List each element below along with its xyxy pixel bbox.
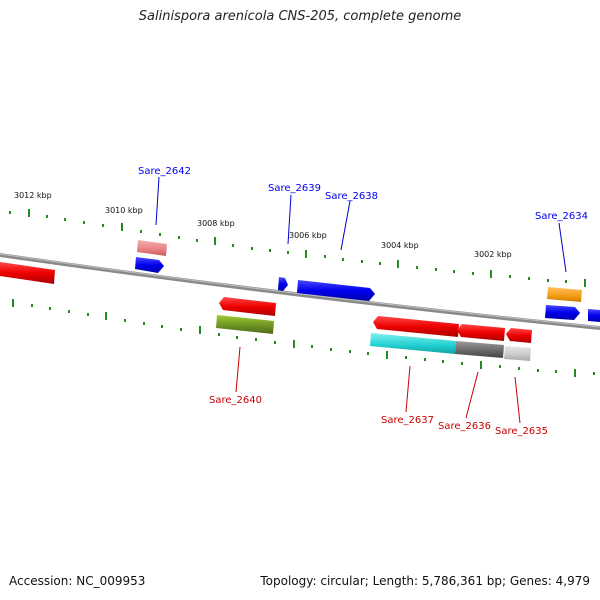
reverse-feature-track <box>0 262 532 361</box>
forward-feature-track <box>135 240 600 322</box>
scale-label-3012: 3012 kbp <box>14 191 52 200</box>
scale-label-3006: 3006 kbp <box>289 231 327 240</box>
reverse-cds-sare-2640[interactable] <box>219 297 276 316</box>
pink-feature[interactable] <box>137 240 167 256</box>
reverse-cds-sare-2636[interactable] <box>457 324 505 341</box>
outer-tick-ring <box>9 209 586 287</box>
gene-label-sare-2640[interactable]: Sare_2640 <box>209 395 262 406</box>
forward-cds-sare-2634[interactable] <box>545 305 580 320</box>
gene-label-sare-2642[interactable]: Sare_2642 <box>138 166 191 177</box>
scale-label-3008: 3008 kbp <box>197 219 235 228</box>
scale-label-3002: 3002 kbp <box>474 250 512 259</box>
gene-label-sare-2635[interactable]: Sare_2635 <box>495 426 548 437</box>
reverse-cds-left-edge[interactable] <box>0 262 55 284</box>
olive-feature[interactable] <box>216 315 274 334</box>
darkgray-feature[interactable] <box>455 341 504 358</box>
gene-label-sare-2636[interactable]: Sare_2636 <box>438 421 491 432</box>
orange-feature[interactable] <box>547 287 582 302</box>
gene-label-sare-2638[interactable]: Sare_2638 <box>325 191 378 202</box>
forward-cds-small[interactable] <box>278 277 288 291</box>
gene-label-sare-2639[interactable]: Sare_2639 <box>268 183 321 194</box>
genome-backbone <box>0 253 600 330</box>
reverse-cds-sare-2637[interactable] <box>373 316 459 337</box>
reverse-cds-sare-2635[interactable] <box>506 328 532 343</box>
forward-cds-sare-2638[interactable] <box>297 280 375 301</box>
forward-cds-edge[interactable] <box>588 309 600 322</box>
gene-label-sare-2637[interactable]: Sare_2637 <box>381 415 434 426</box>
gene-label-sare-2634[interactable]: Sare_2634 <box>535 211 588 222</box>
scale-label-3010: 3010 kbp <box>105 206 143 215</box>
genome-summary-text: Topology: circular; Length: 5,786,361 bp… <box>260 574 590 588</box>
cyan-feature[interactable] <box>370 333 456 354</box>
map-title: Salinispora arenicola CNS-205, complete … <box>138 9 462 24</box>
accession-text: Accession: NC_009953 <box>9 574 146 588</box>
scale-label-3004: 3004 kbp <box>381 241 419 250</box>
forward-cds-sare-2642[interactable] <box>135 257 164 273</box>
inner-tick-ring <box>12 299 595 377</box>
lightgray-feature[interactable] <box>504 346 531 361</box>
